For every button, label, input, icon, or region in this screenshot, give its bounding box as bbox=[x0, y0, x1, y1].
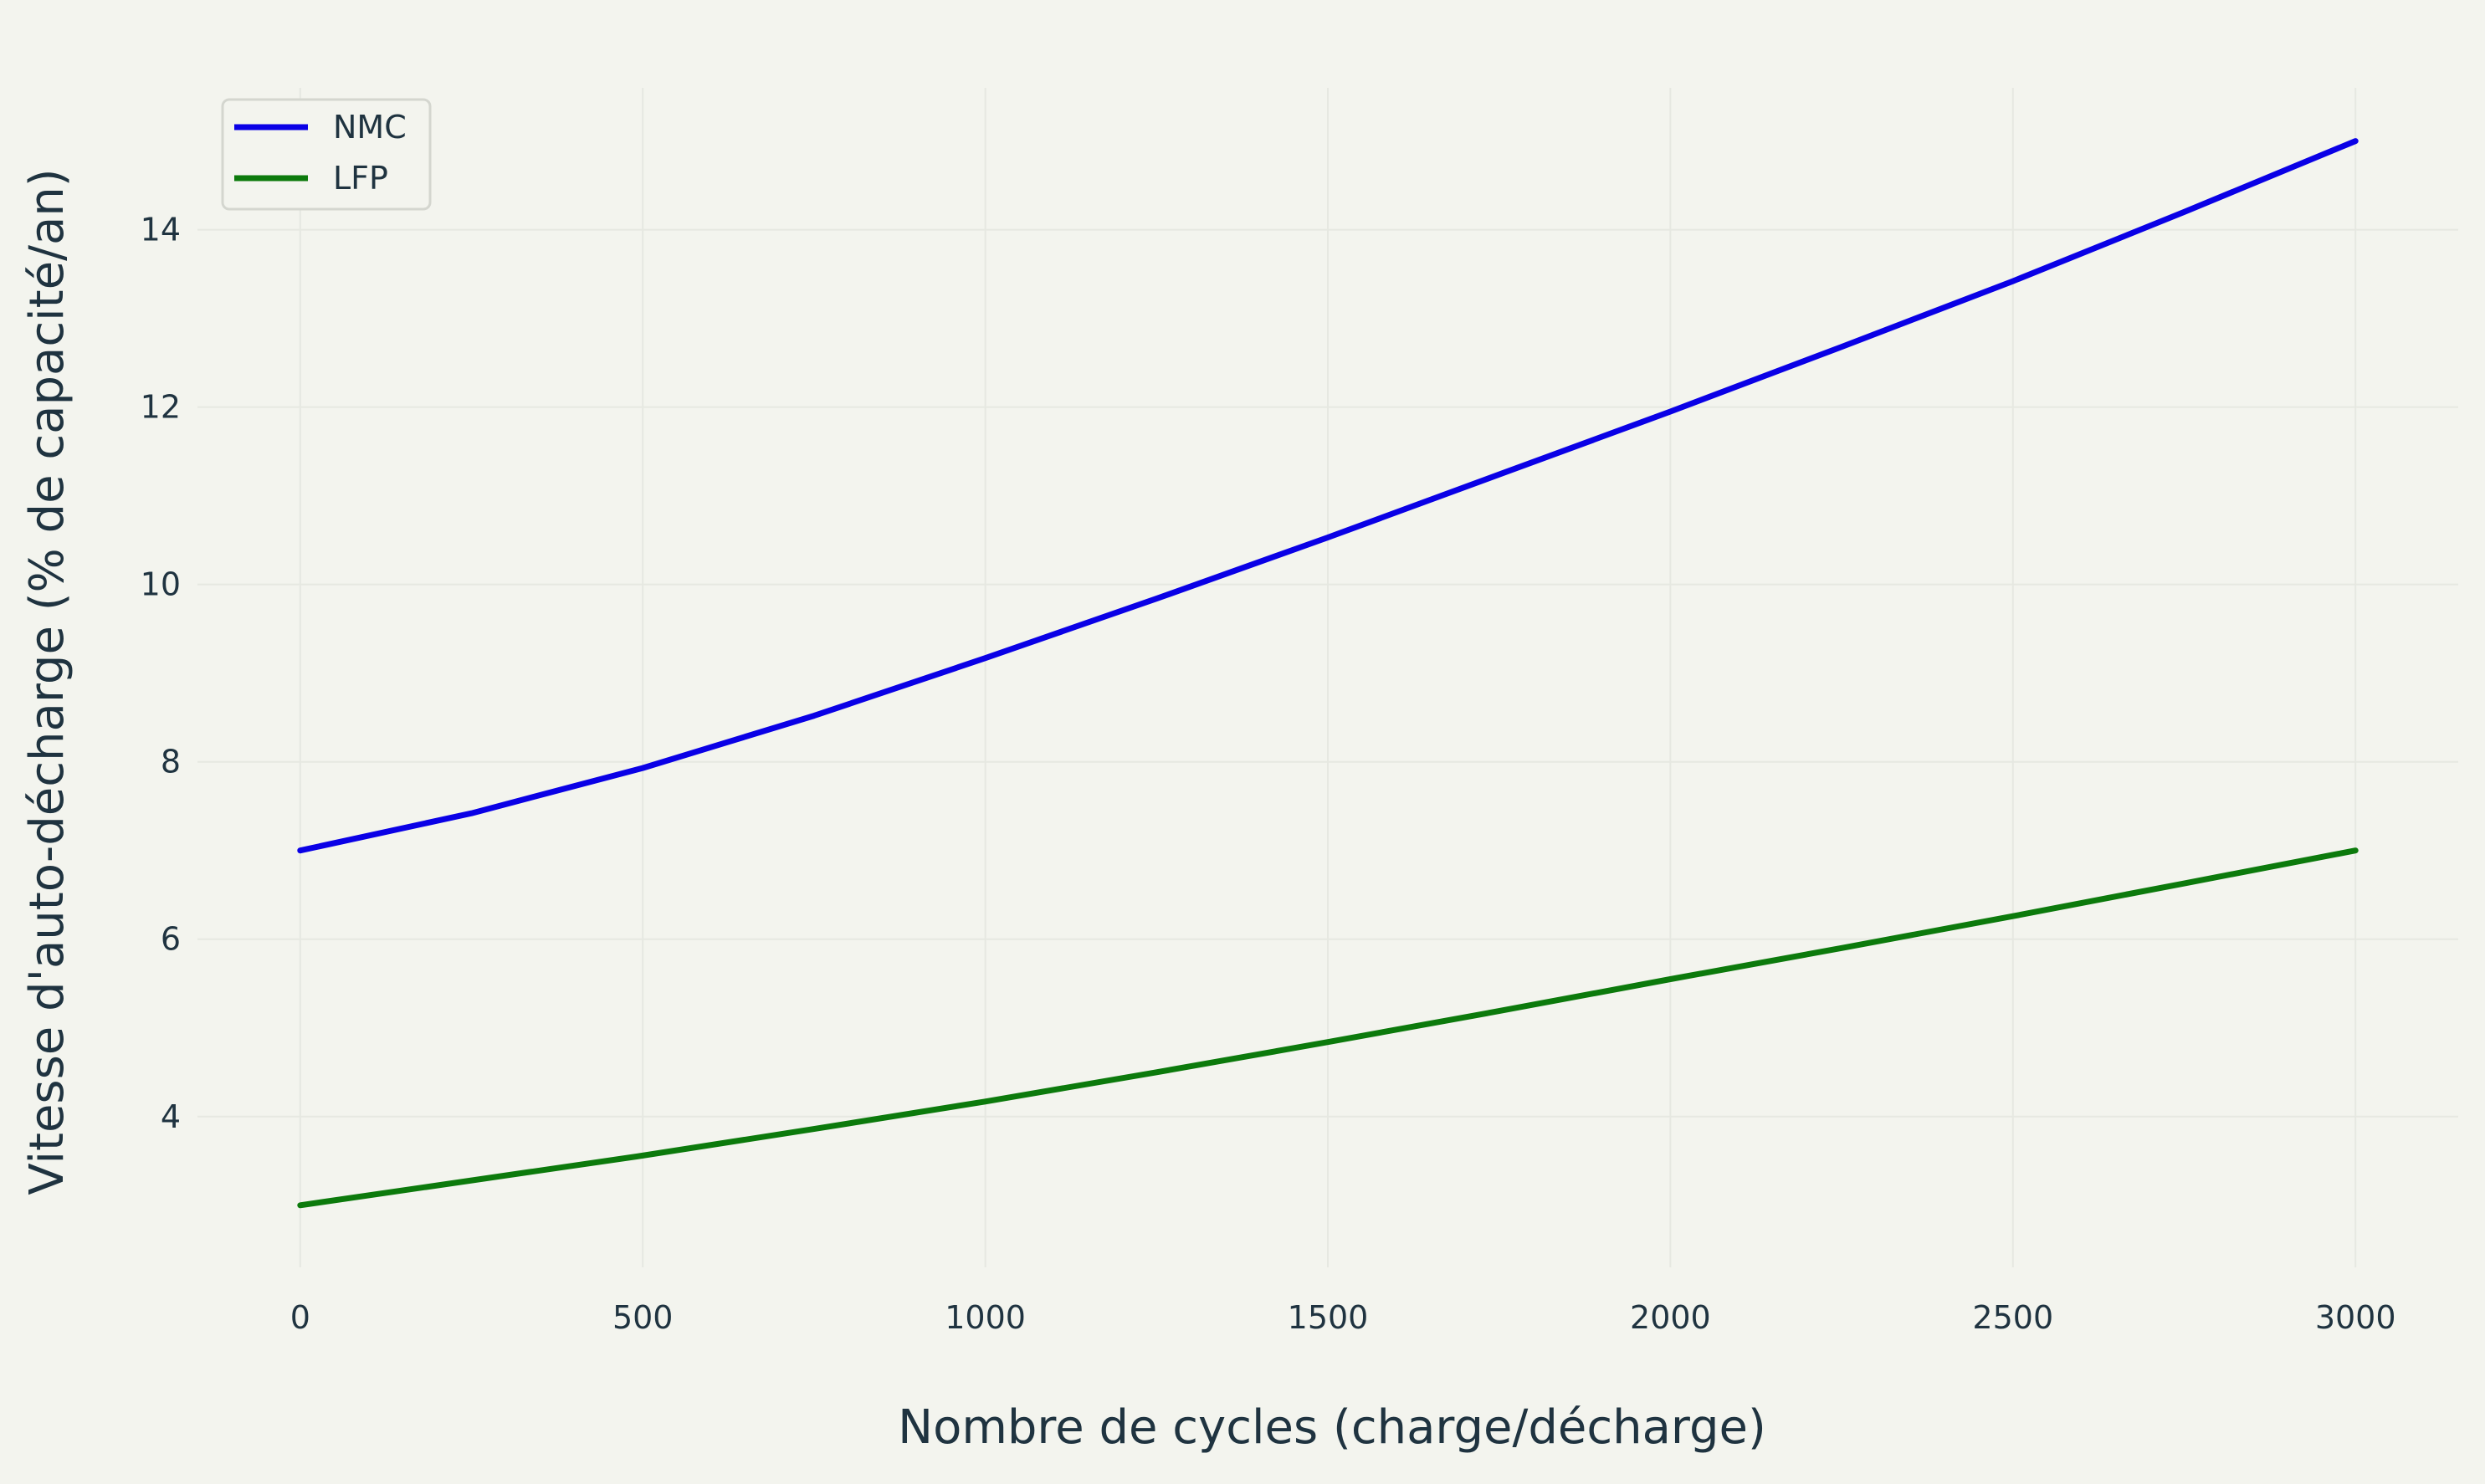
series-line-lfp bbox=[297, 847, 2359, 1209]
x-tick-label: 2500 bbox=[1972, 1299, 2053, 1336]
y-tick-label: 14 bbox=[141, 212, 181, 248]
y-tick-label: 6 bbox=[161, 921, 181, 958]
y-tick-label: 8 bbox=[161, 744, 181, 780]
legend-label-lfp: LFP bbox=[333, 160, 388, 197]
x-tick-label: 500 bbox=[612, 1299, 674, 1336]
series-line-nmc bbox=[297, 138, 2359, 854]
x-axis-title: Nombre de cycles (charge/décharge) bbox=[898, 1400, 1766, 1455]
legend-label-nmc: NMC bbox=[333, 109, 407, 146]
x-tick-label: 3000 bbox=[2315, 1299, 2396, 1336]
legend: NMC LFP bbox=[221, 98, 432, 211]
x-tick-label: 1500 bbox=[1288, 1299, 1369, 1336]
y-tick-label: 12 bbox=[141, 389, 181, 426]
x-tick-label: 0 bbox=[290, 1299, 310, 1336]
y-axis-ticks: 4 6 8 10 12 14 bbox=[141, 212, 181, 1135]
x-axis-ticks: 0 500 1000 1500 2000 2500 3000 bbox=[290, 1299, 2396, 1336]
y-axis-title: Vitesse d'auto-décharge (% de capacité/a… bbox=[20, 168, 74, 1195]
x-tick-label: 2000 bbox=[1630, 1299, 1711, 1336]
series-lines bbox=[297, 138, 2359, 1209]
y-tick-label: 10 bbox=[141, 566, 181, 603]
grid bbox=[197, 88, 2458, 1267]
y-tick-label: 4 bbox=[161, 1098, 181, 1135]
x-tick-label: 1000 bbox=[945, 1299, 1026, 1336]
